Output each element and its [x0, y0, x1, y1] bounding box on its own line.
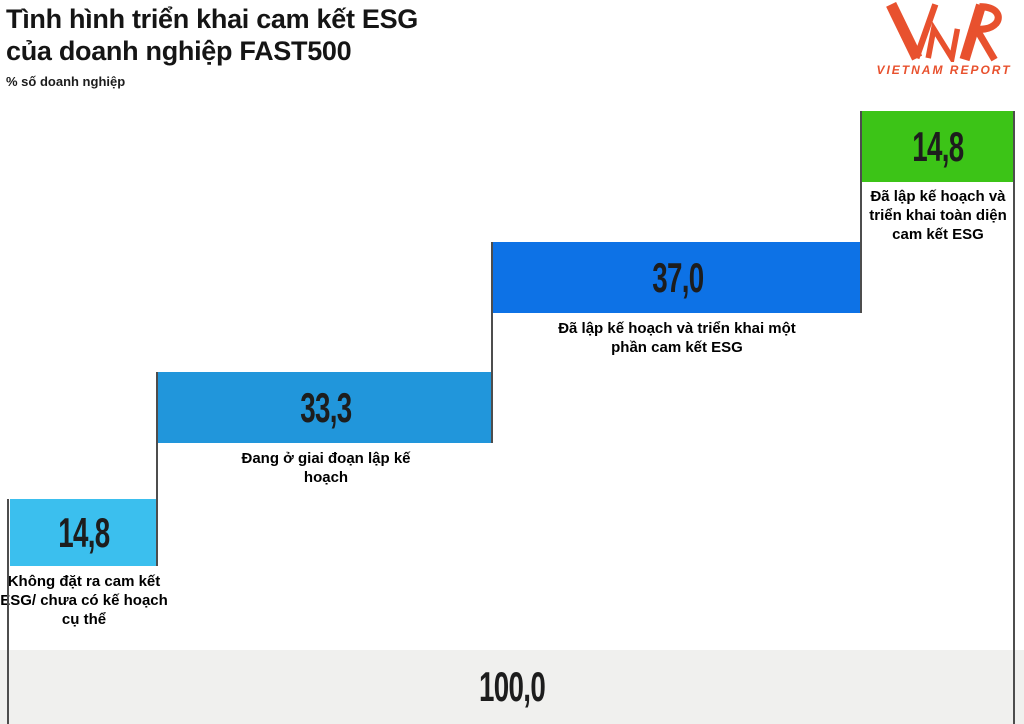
connector-line	[156, 372, 158, 566]
chart-unit-subtitle: % số doanh nghiệp	[6, 74, 126, 90]
connector-line	[860, 111, 862, 313]
segment-value: 37,0	[651, 253, 704, 301]
chart-header: Tình hình triển khai cam kết ESG của doa…	[6, 4, 646, 89]
segment-label: Đã lập kế hoạch và triển khai toàn diện …	[869, 188, 1007, 244]
segment-bar-partial-implementation: 37,0	[493, 242, 862, 313]
segment-bar-full-implementation: 14,8	[862, 111, 1014, 182]
page-title-line-2: của doanh nghiệp FAST500	[6, 35, 352, 66]
vnr-monogram-icon	[886, 2, 1002, 62]
connector-line	[7, 499, 9, 724]
segment-label: Đã lập kế hoạch và triển khai một phần c…	[558, 320, 796, 357]
vietnam-report-wordmark: VIETNAM REPORT	[876, 63, 1012, 77]
segment-bar-no-commitment: 14,8	[10, 499, 158, 566]
total-value: 100,0	[478, 663, 546, 710]
segment-value: 14,8	[58, 508, 110, 556]
total-bar: 100,0	[0, 650, 1024, 724]
page-title-line-1: Tình hình triển khai cam kết ESG	[6, 4, 418, 34]
segment-value: 14,8	[912, 122, 964, 170]
segment-label: Đang ở giai đoạn lập kế hoạch	[241, 450, 411, 487]
connector-line	[1013, 111, 1015, 724]
segment-value: 33,3	[299, 383, 352, 431]
segment-label: Không đặt ra cam kết ESG/ chưa có kế hoạ…	[0, 573, 168, 629]
connector-line	[491, 242, 493, 443]
segment-bar-planning-stage: 33,3	[158, 372, 493, 443]
vietnam-report-logo: VIETNAM REPORT	[868, 2, 1020, 77]
